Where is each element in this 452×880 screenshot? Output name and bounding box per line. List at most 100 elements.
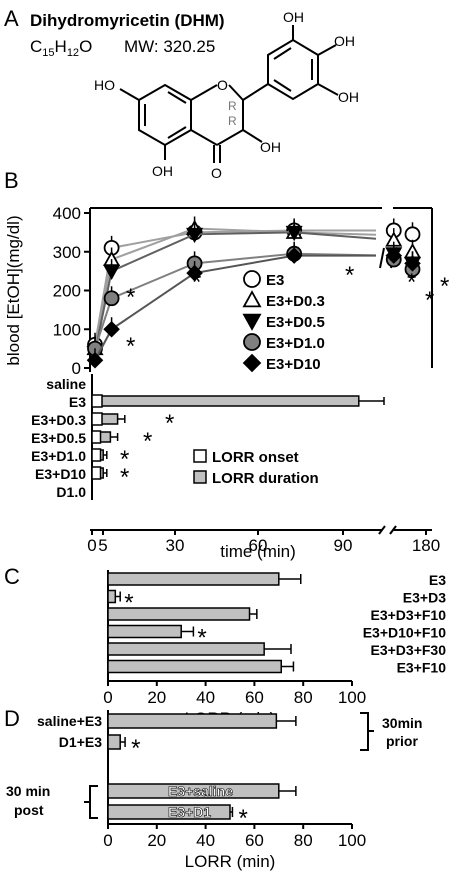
panel-c-bar: [107, 624, 182, 639]
panel-b-letter: B: [4, 168, 19, 193]
panel-b-data-point: [186, 227, 204, 244]
panel-c-x-tick-label: 0: [103, 688, 112, 707]
panel-b-x-tick-label: 90: [334, 536, 353, 555]
panel-b-y-axis-label: blood [EtOH](mg/dl): [4, 215, 23, 365]
inset-legend-label: LORR onset: [212, 449, 299, 466]
panel-d-category-label: saline+E3: [37, 713, 102, 729]
panel-b-x-axis-label: time (min): [220, 542, 296, 561]
panel-d-x-tick-label: 0: [103, 831, 112, 850]
panel-b-x-axis-break: [389, 525, 397, 535]
panel-c-x-tick-label: 60: [245, 688, 264, 707]
panel-d-significance: *: [238, 805, 247, 832]
panel-b-significance: *: [345, 262, 354, 289]
panel-d-x-tick-label: 100: [338, 831, 366, 850]
compound-title: Dihydromyricetin (DHM): [30, 11, 225, 30]
molecule-oh-b-bottom: OH: [338, 89, 359, 105]
panel-d-category-label: E3+saline: [168, 783, 233, 799]
inset-category-label: E3+D10: [35, 466, 86, 482]
panel-b-data-point: [285, 247, 303, 264]
panel-c-significance: *: [197, 625, 206, 652]
panel-b-x-tick-label: 5: [98, 536, 107, 555]
panel-b-significance: *: [126, 333, 135, 360]
panel-d-group-label: post: [14, 802, 44, 818]
panel-b-series-line: [294, 231, 377, 240]
panel-d-category-label: E3+D1: [168, 804, 211, 820]
panel-d-bar-chart: 0 20 40 60 80 100 LORR (min) saline+E3 D1+E3 * E3+…: [6, 710, 422, 871]
panel-d-x-tick-label: 80: [294, 831, 313, 850]
panel-c-category-label: E3+D3+F30: [371, 642, 447, 658]
panel-b-series-line: [94, 254, 295, 361]
panel-b-series-line: [94, 231, 295, 353]
panel-b-data-point: [404, 226, 421, 243]
compound-mw: MW: 320.25: [124, 37, 215, 56]
panel-b-series-line: [94, 227, 295, 349]
molecule-oh-c3: OH: [260, 139, 281, 155]
panel-d-group-bracket: [360, 712, 369, 751]
legend-marker: [243, 270, 261, 288]
legend-label: E3: [266, 272, 284, 289]
panel-d-group-label: 30 min: [6, 783, 50, 799]
inset-legend-swatch: [193, 470, 207, 484]
inset-category-label: E3+D0.3: [31, 412, 86, 428]
panel-c-x-tick-label: 100: [338, 688, 366, 707]
inset-category-label: E3: [69, 394, 86, 410]
panel-d-x-tick-label: 40: [196, 831, 215, 850]
panel-c-bar: [107, 572, 280, 586]
panel-b-data-point: [103, 264, 121, 280]
panel-c-category-label: E3+D10+F10: [363, 625, 446, 641]
legend-label: E3+D10: [266, 356, 321, 373]
legend-marker: [243, 333, 261, 351]
panel-b-data-point: [86, 351, 104, 369]
panel-b-significance: *: [126, 284, 135, 311]
panel-d-bar: [107, 734, 121, 750]
panel-b-significance: *: [407, 269, 416, 296]
panel-b-x-tick-label: 60: [249, 536, 268, 555]
panel-d-significance: *: [131, 735, 140, 762]
inset-significance: *: [120, 446, 129, 473]
inset-significance: *: [165, 410, 174, 437]
inset-onset-bar: [91, 448, 102, 462]
molecule-stereo-r1: R: [228, 99, 237, 113]
panel-b-y-tick-label: 100: [53, 320, 81, 339]
inset-onset-bar: [91, 394, 103, 408]
legend-label: E3+D1.0: [266, 335, 325, 352]
panel-c-significance: *: [124, 590, 133, 617]
inset-onset-bar: [91, 466, 102, 480]
panel-b-significance: *: [192, 269, 201, 296]
inset-legend-label: LORR duration: [212, 470, 319, 487]
legend-marker: [242, 313, 262, 331]
panel-d-group-bracket: [89, 785, 98, 819]
panel-c-category-label: E3+D3: [403, 590, 446, 606]
panel-b-axis-break: [379, 247, 385, 269]
inset-onset-bar: [91, 412, 103, 426]
panel-d-group-label: prior: [386, 733, 418, 749]
molecule-oh-a7: HO: [94, 77, 115, 93]
panel-c-bar: [107, 607, 251, 621]
panel-b-data-point: [404, 255, 421, 272]
inset-significance: *: [120, 464, 129, 491]
inset-category-label: E3+D0.5: [31, 430, 86, 446]
molecule-oh-a5: OH: [152, 163, 173, 179]
panel-d-bar: [107, 713, 278, 729]
panel-c-letter: C: [4, 564, 20, 589]
molecule-o-keto: O: [211, 165, 222, 181]
panel-b-lorr-bars: saline E3 E3+D0.3 * E3+D0.5 * E3+D1.0 * E3+D10 * D…: [31, 374, 385, 500]
legend-marker: [242, 290, 262, 308]
panel-b-y-tick-label: 300: [53, 243, 81, 262]
panel-b-x-tick-label: 30: [166, 536, 185, 555]
panel-d-group-label: 30min: [382, 715, 422, 731]
legend-label: E3+D0.3: [266, 293, 325, 310]
panel-c-x-tick-label: 20: [147, 688, 166, 707]
panel-b-y-tick-label: 0: [72, 359, 81, 378]
panel-b-data-point: [103, 290, 120, 307]
inset-significance: *: [143, 428, 152, 455]
legend-marker: [242, 353, 262, 373]
panel-d-x-tick-label: 60: [245, 831, 264, 850]
panel-c-bar: [107, 642, 265, 656]
inset-legend-swatch: [193, 449, 207, 463]
legend-label: E3+D0.5: [266, 314, 325, 331]
panel-d-x-axis-label: LORR (min): [185, 852, 276, 871]
panel-c-category-label: E3+D3+F10: [371, 607, 447, 623]
